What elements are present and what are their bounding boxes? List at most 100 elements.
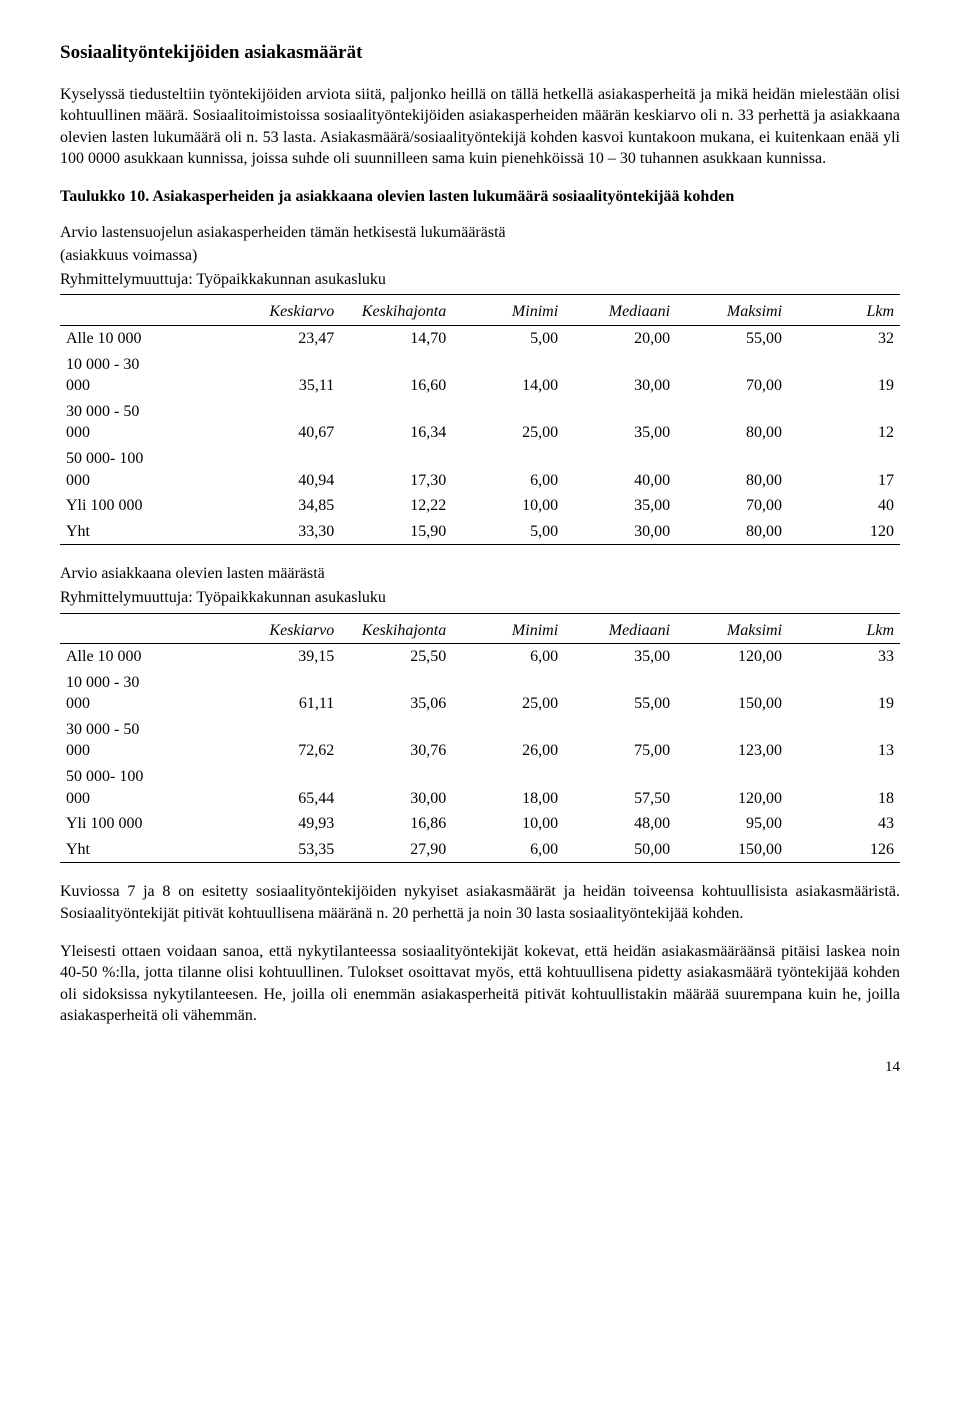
table2-cell: 10,00	[452, 811, 564, 837]
table2-cell: 26,00	[452, 717, 564, 764]
table1-row: Yht33,3015,905,0030,0080,00120	[60, 519, 900, 545]
table1-cell: 80,00	[676, 399, 788, 446]
table1-cell: 35,11	[228, 352, 340, 399]
table1-cell: 34,85	[228, 493, 340, 519]
table1-cell: 80,00	[676, 519, 788, 545]
table2-cell: 57,50	[564, 764, 676, 811]
table2-col4: Mediaani	[564, 618, 676, 644]
table1-col3: Minimi	[452, 299, 564, 325]
table2-cell: 6,00	[452, 644, 564, 670]
table1-col1: Keskiarvo	[228, 299, 340, 325]
table2-title-line1: Arvio asiakkaana olevien lasten määrästä	[60, 563, 900, 585]
table2-row: 50 000- 100 00065,4430,0018,0057,50120,0…	[60, 764, 900, 811]
table1-cell: Yli 100 000	[60, 493, 228, 519]
table2-cell: 6,00	[452, 837, 564, 863]
table2-cell: 18	[788, 764, 900, 811]
table2-cell: 50 000- 100 000	[60, 764, 228, 811]
table1-cell: 10,00	[452, 493, 564, 519]
table1-cell: 12,22	[340, 493, 452, 519]
table1-row: Yli 100 00034,8512,2210,0035,0070,0040	[60, 493, 900, 519]
table1-row: Alle 10 00023,4714,705,0020,0055,0032	[60, 325, 900, 351]
table1: Keskiarvo Keskihajonta Minimi Mediaani M…	[60, 299, 900, 545]
table2-row: Yht53,3527,906,0050,00150,00126	[60, 837, 900, 863]
table2-cell: 30 000 - 50 000	[60, 717, 228, 764]
table1-group-line: Ryhmittelymuuttuja: Työpaikkakunnan asuk…	[60, 269, 900, 296]
table1-col6: Lkm	[788, 299, 900, 325]
table1-cell: 16,34	[340, 399, 452, 446]
table2-cell: 123,00	[676, 717, 788, 764]
table2-header-row: Keskiarvo Keskihajonta Minimi Mediaani M…	[60, 618, 900, 644]
table2-cell: 35,00	[564, 644, 676, 670]
table1-cell: 35,00	[564, 493, 676, 519]
table1-cell: 6,00	[452, 446, 564, 493]
table2-col3: Minimi	[452, 618, 564, 644]
table2-cell: 95,00	[676, 811, 788, 837]
table2-cell: 25,00	[452, 670, 564, 717]
table1-cell: 35,00	[564, 399, 676, 446]
table2-col0	[60, 618, 228, 644]
paragraph-3: Yleisesti ottaen voidaan sanoa, että nyk…	[60, 941, 900, 1027]
table2-row: 10 000 - 30 00061,1135,0625,0055,00150,0…	[60, 670, 900, 717]
table2-col5: Maksimi	[676, 618, 788, 644]
table2-cell: 27,90	[340, 837, 452, 863]
table1-row: 10 000 - 30 00035,1116,6014,0030,0070,00…	[60, 352, 900, 399]
table1-cell: Yht	[60, 519, 228, 545]
table2-cell: Yht	[60, 837, 228, 863]
table1-cell: 40	[788, 493, 900, 519]
table1-cell: 30,00	[564, 519, 676, 545]
table2-cell: 75,00	[564, 717, 676, 764]
table2-cell: 25,50	[340, 644, 452, 670]
table1-cell: 120	[788, 519, 900, 545]
table1-cell: 50 000- 100 000	[60, 446, 228, 493]
table1-cell: 15,90	[340, 519, 452, 545]
table2-cell: 35,06	[340, 670, 452, 717]
table2-cell: 43	[788, 811, 900, 837]
table1-cell: 80,00	[676, 446, 788, 493]
table1-col4: Mediaani	[564, 299, 676, 325]
table1-cell: 40,67	[228, 399, 340, 446]
table1-header-row: Keskiarvo Keskihajonta Minimi Mediaani M…	[60, 299, 900, 325]
table1-col0	[60, 299, 228, 325]
table2-cell: 49,93	[228, 811, 340, 837]
table2-row: 30 000 - 50 00072,6230,7626,0075,00123,0…	[60, 717, 900, 764]
table1-cell: 23,47	[228, 325, 340, 351]
table1-col2: Keskihajonta	[340, 299, 452, 325]
table1-title-line2: (asiakkuus voimassa)	[60, 245, 900, 267]
table1-cell: 19	[788, 352, 900, 399]
table1-row: 50 000- 100 00040,9417,306,0040,0080,001…	[60, 446, 900, 493]
table1-cell: 16,60	[340, 352, 452, 399]
page-number: 14	[60, 1057, 900, 1077]
table2-col2: Keskihajonta	[340, 618, 452, 644]
table1-cell: 20,00	[564, 325, 676, 351]
table2-col1: Keskiarvo	[228, 618, 340, 644]
table1-cell: 40,94	[228, 446, 340, 493]
table2-group-line: Ryhmittelymuuttuja: Työpaikkakunnan asuk…	[60, 587, 900, 614]
table-caption: Taulukko 10. Asiakasperheiden ja asiakka…	[60, 186, 900, 208]
table2-cell: 10 000 - 30 000	[60, 670, 228, 717]
table2-cell: 150,00	[676, 837, 788, 863]
table2-row: Yli 100 00049,9316,8610,0048,0095,0043	[60, 811, 900, 837]
table2-cell: 126	[788, 837, 900, 863]
table1-cell: 70,00	[676, 352, 788, 399]
table1-cell: 33,30	[228, 519, 340, 545]
table2-cell: 50,00	[564, 837, 676, 863]
table1-cell: Alle 10 000	[60, 325, 228, 351]
table1-cell: 25,00	[452, 399, 564, 446]
table1-cell: 17	[788, 446, 900, 493]
table2-cell: 30,76	[340, 717, 452, 764]
table2-cell: 120,00	[676, 764, 788, 811]
table1-cell: 10 000 - 30 000	[60, 352, 228, 399]
table2: Keskiarvo Keskihajonta Minimi Mediaani M…	[60, 618, 900, 864]
table1-cell: 30,00	[564, 352, 676, 399]
table2-cell: 30,00	[340, 764, 452, 811]
table2-cell: 65,44	[228, 764, 340, 811]
table1-cell: 12	[788, 399, 900, 446]
table2-col6: Lkm	[788, 618, 900, 644]
table1-cell: 14,70	[340, 325, 452, 351]
table1-cell: 17,30	[340, 446, 452, 493]
table2-cell: 19	[788, 670, 900, 717]
table2-cell: Yli 100 000	[60, 811, 228, 837]
table2-cell: 18,00	[452, 764, 564, 811]
table1-title-line1: Arvio lastensuojelun asiakasperheiden tä…	[60, 222, 900, 244]
table2-cell: 16,86	[340, 811, 452, 837]
